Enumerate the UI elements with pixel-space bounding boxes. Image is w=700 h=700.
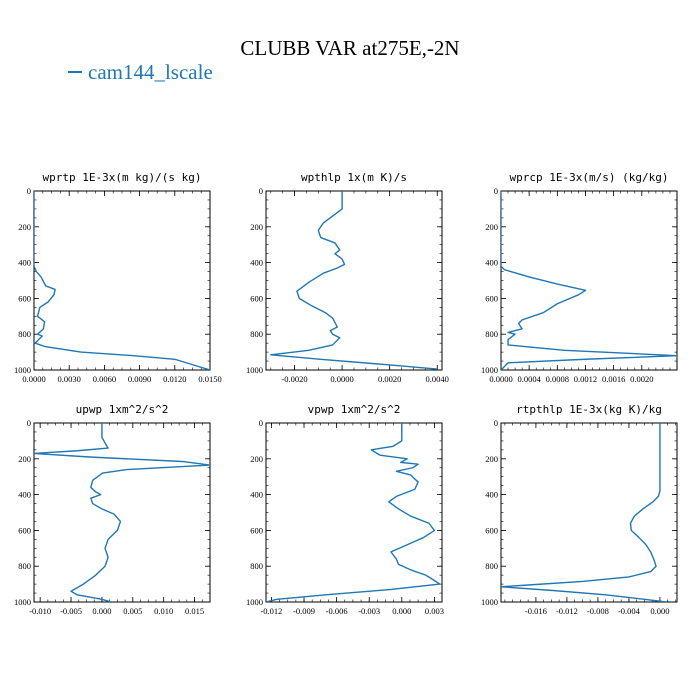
x-tick-label: 0.0120	[163, 374, 186, 384]
legend: cam144_lscale	[68, 60, 213, 85]
y-tick-label: 200	[485, 454, 498, 464]
x-tick-label: 0.0020	[630, 374, 653, 384]
y-tick-label: 600	[485, 293, 498, 303]
x-tick-label: -0.012	[556, 606, 578, 616]
plot-frame	[33, 422, 211, 603]
y-tick-label: 200	[18, 454, 31, 464]
x-tick-label: 0.003	[425, 606, 444, 616]
legend-label: cam144_lscale	[88, 60, 213, 84]
x-tick-label: -0.012	[260, 606, 282, 616]
y-tick-label: 1000	[246, 365, 263, 375]
y-tick-label: 800	[250, 329, 263, 339]
y-tick-label: 600	[18, 293, 31, 303]
x-tick-label: 0.010	[154, 606, 173, 616]
y-tick-label: 1000	[14, 365, 31, 375]
panel-3: wprcp 1E-3x(m/s) (kg/kg) 0.0000 0.0004 0.00…	[481, 171, 678, 384]
y-tick-label: 800	[18, 561, 31, 571]
x-tick-label: 0.0016	[602, 374, 625, 384]
x-tick-label: 0.0012	[574, 374, 597, 384]
y-tick-label: 200	[18, 222, 31, 232]
plot-frame	[265, 422, 443, 603]
plot-frame	[500, 422, 678, 603]
y-tick-label: 800	[485, 561, 498, 571]
y-tick-label: 1000	[481, 365, 498, 375]
series-line	[501, 191, 677, 370]
x-tick-label: -0.009	[293, 606, 315, 616]
y-tick-label: 600	[250, 293, 263, 303]
panel-title: vpwp 1xm^2/s^2	[308, 403, 401, 416]
panel-title: rtpthlp 1E-3x(kg K)/kg	[516, 403, 662, 416]
x-tick-label: 0.000	[650, 606, 669, 616]
plot-frame	[500, 190, 678, 371]
x-tick-label: 0.0008	[546, 374, 569, 384]
y-tick-label: 800	[485, 329, 498, 339]
y-tick-label: 1000	[246, 597, 263, 607]
x-tick-label: -0.008	[587, 606, 609, 616]
y-tick-label: 400	[485, 258, 498, 268]
x-tick-label: -0.0020	[281, 374, 307, 384]
y-tick-label: 400	[485, 490, 498, 500]
x-tick-label: 0.015	[185, 606, 204, 616]
series-line	[501, 423, 667, 602]
series-line	[266, 423, 441, 602]
panel-5: vpwp 1xm^2/s^2 -0.012 -0.009 -0.006 -0.003 0.…	[246, 403, 444, 616]
panel-title: wpthlp 1x(m K)/s	[301, 171, 407, 184]
y-tick-label: 0	[27, 418, 31, 428]
x-tick-label: 0.0004	[517, 374, 541, 384]
y-tick-label: 400	[250, 258, 263, 268]
x-tick-label: 0.0020	[378, 374, 401, 384]
y-tick-label: 0	[259, 418, 263, 428]
panel-title: wprtp 1E-3x(m kg)/(s kg)	[43, 171, 202, 184]
panel-4: upwp 1xm^2/s^2 -0.010 -0.005 0.000 0.005 0.01…	[14, 403, 211, 616]
x-tick-label: -0.006	[326, 606, 348, 616]
panel-title: wprcp 1E-3x(m/s) (kg/kg)	[510, 171, 669, 184]
y-tick-label: 800	[250, 561, 263, 571]
x-tick-label: 0.0040	[426, 374, 449, 384]
series-line	[270, 191, 438, 370]
y-tick-label: 1000	[14, 597, 31, 607]
y-tick-label: 200	[485, 222, 498, 232]
y-tick-label: 600	[485, 525, 498, 535]
y-tick-label: 200	[250, 454, 263, 464]
y-tick-label: 400	[250, 490, 263, 500]
x-tick-label: 0.005	[123, 606, 142, 616]
x-tick-label: 0.0150	[198, 374, 221, 384]
y-tick-label: 800	[18, 329, 31, 339]
panel-2: wpthlp 1x(m K)/s -0.0020 0.0000 0.0020 0.004…	[246, 171, 449, 384]
y-tick-label: 0	[494, 418, 498, 428]
y-tick-label: 200	[250, 222, 263, 232]
y-tick-label: 0	[27, 186, 31, 196]
series-line	[34, 423, 210, 602]
x-tick-label: 0.0000	[489, 374, 512, 384]
y-tick-label: 400	[18, 258, 31, 268]
x-tick-label: -0.016	[525, 606, 547, 616]
series-line	[34, 191, 210, 370]
y-tick-label: 1000	[481, 597, 498, 607]
figure-title: CLUBB VAR at275E,-2N	[240, 36, 460, 60]
y-tick-label: 0	[494, 186, 498, 196]
y-tick-label: 400	[18, 490, 31, 500]
legend-line-swatch	[68, 71, 82, 74]
x-tick-label: 0.0000	[330, 374, 353, 384]
x-tick-label: 0.0000	[22, 374, 45, 384]
y-tick-label: 0	[259, 186, 263, 196]
y-tick-label: 600	[250, 525, 263, 535]
x-tick-label: -0.003	[358, 606, 380, 616]
panel-title: upwp 1xm^2/s^2	[76, 403, 169, 416]
x-tick-label: 0.000	[92, 606, 111, 616]
x-tick-label: 0.0030	[58, 374, 81, 384]
plot-frame	[265, 190, 443, 371]
x-tick-label: 0.000	[392, 606, 411, 616]
x-tick-label: -0.004	[618, 606, 641, 616]
plot-frame	[33, 190, 211, 371]
x-tick-label: -0.010	[29, 606, 51, 616]
panel-1: wprtp 1E-3x(m kg)/(s kg) 0.0000 0.0030 0.00…	[14, 171, 222, 384]
panel-6: rtpthlp 1E-3x(kg K)/kg -0.016 -0.012 -0.008…	[481, 403, 678, 616]
x-tick-label: 0.0060	[93, 374, 116, 384]
y-tick-label: 600	[18, 525, 31, 535]
x-tick-label: 0.0090	[128, 374, 151, 384]
x-tick-label: -0.005	[60, 606, 82, 616]
